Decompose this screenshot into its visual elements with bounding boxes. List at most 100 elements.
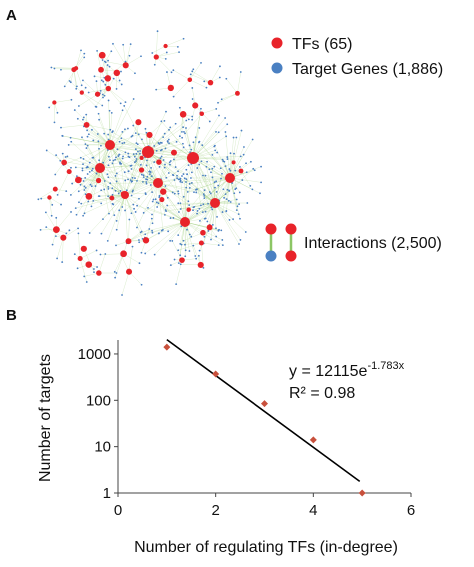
network-tf-node (52, 226, 60, 234)
network-target-node (75, 85, 78, 88)
network-target-node (135, 160, 137, 162)
network-tf-node (199, 111, 205, 117)
network-target-node (120, 83, 123, 86)
network-edge (109, 144, 129, 180)
network-target-node (190, 235, 193, 238)
network-target-node (160, 142, 163, 144)
network-edge (56, 211, 72, 230)
network-target-node (86, 135, 89, 138)
network-target-node (107, 99, 110, 102)
network-tf-node (122, 62, 129, 69)
legend-target-label: Target Genes (1,886) (292, 61, 443, 78)
network-target-node (138, 241, 141, 244)
network-target-node (101, 104, 104, 107)
network-target-node (61, 261, 64, 263)
network-target-node (235, 136, 238, 139)
network-target-node (102, 161, 105, 164)
network-target-node (102, 218, 104, 221)
network-target-node (191, 171, 193, 174)
network-target-node (114, 158, 117, 161)
network-target-node (70, 166, 72, 169)
network-target-node (209, 192, 212, 195)
network-target-node (182, 37, 185, 40)
network-target-node (164, 57, 167, 60)
network-target-node (238, 191, 241, 194)
legend-tf-dot (271, 37, 283, 49)
network-target-node (70, 98, 73, 101)
network-target-node (185, 181, 187, 183)
network-target-node (172, 95, 175, 98)
network-target-node (144, 233, 147, 236)
network-target-node (216, 215, 218, 218)
network-edge (184, 187, 190, 223)
network-tf-node (198, 240, 204, 246)
network-target-node (82, 163, 84, 166)
network-edge (147, 207, 186, 223)
network-target-node (167, 138, 170, 141)
network-target-node (239, 239, 242, 241)
network-target-node (210, 206, 213, 209)
network-edge (124, 194, 153, 215)
network-target-node (196, 212, 198, 215)
network-edge (189, 145, 231, 179)
network-edge (99, 167, 121, 192)
network-target-node (208, 191, 211, 193)
network-target-node (213, 181, 216, 184)
y-axis-ticks: 1 10 100 1000 (78, 346, 118, 502)
network-edge (125, 44, 131, 66)
network-edge (149, 120, 165, 136)
network-edge (81, 92, 97, 108)
network-target-node (198, 127, 201, 129)
network-edge (172, 240, 183, 261)
network-edge (204, 177, 231, 199)
network-edge (109, 144, 119, 194)
network-target-node (116, 148, 119, 151)
network-target-node (83, 185, 86, 188)
network-target-node (114, 175, 117, 177)
network-target-node (151, 213, 153, 216)
network-target-node (54, 173, 57, 176)
network-target-node (130, 168, 133, 170)
network-tf-node (105, 140, 115, 150)
network-target-node (117, 155, 120, 157)
network-target-node (127, 152, 130, 155)
network-target-node (150, 175, 153, 178)
network-target-node (190, 182, 193, 184)
network-edge (99, 167, 110, 214)
network-target-node (107, 59, 109, 62)
network-target-node (135, 142, 138, 145)
network-target-node (135, 158, 138, 160)
network-target-node (168, 161, 171, 164)
network-edge (147, 149, 192, 153)
network-edge (69, 80, 82, 93)
panel-b-label: B (6, 307, 17, 324)
network-target-node (124, 128, 126, 131)
network-edge (124, 105, 149, 153)
network-edge (109, 98, 134, 146)
network-target-node (201, 211, 204, 213)
network-target-node (196, 167, 199, 169)
network-edge (165, 38, 184, 47)
network-target-node (153, 253, 156, 256)
network-tf-node (142, 237, 150, 244)
network-tf-node (200, 229, 206, 236)
x-tick-label: 4 (309, 502, 317, 519)
network-tf-node (231, 160, 236, 165)
network-target-node (215, 130, 217, 133)
network-target-node (215, 191, 218, 193)
network-target-node (184, 132, 186, 135)
network-target-node (88, 170, 91, 173)
network-target-node (185, 186, 188, 189)
network-target-node (101, 59, 104, 61)
network-target-node (113, 214, 116, 217)
network-target-node (155, 88, 158, 91)
network-edge (137, 205, 186, 223)
network-target-node (106, 239, 109, 242)
network-edge (75, 68, 82, 86)
network-target-node (144, 193, 147, 196)
network-edge (156, 56, 172, 73)
network-target-node (172, 174, 175, 177)
network-target-node (164, 147, 167, 150)
network-target-node (86, 165, 89, 168)
network-target-node (131, 176, 134, 179)
